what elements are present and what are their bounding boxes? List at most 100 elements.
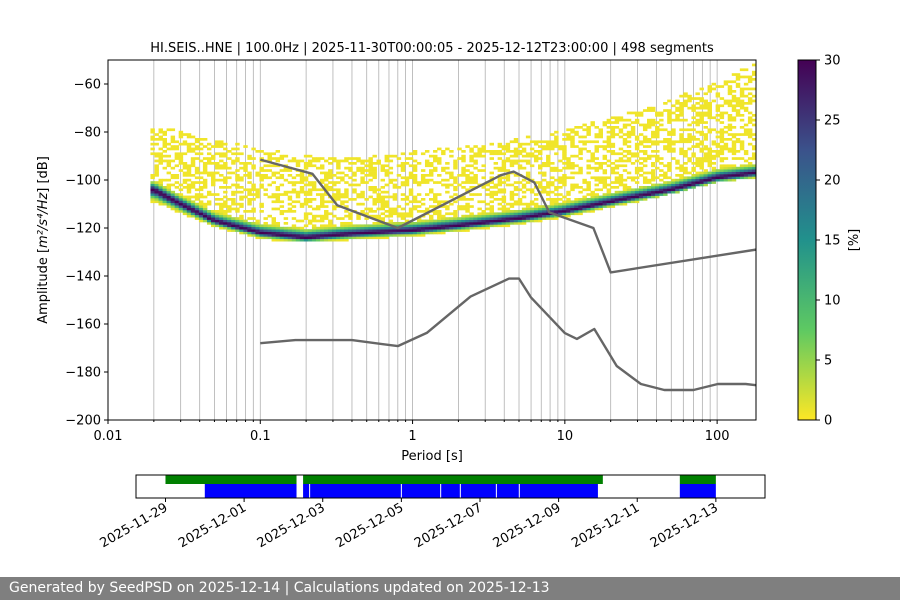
psd-cell: [352, 226, 357, 230]
psd-cell: [255, 219, 260, 223]
psd-cell: [723, 82, 729, 86]
psd-cell: [190, 210, 196, 213]
psd-cell: [683, 99, 688, 103]
psd-cell: [558, 212, 563, 216]
psd-cell: [202, 214, 208, 218]
psd-cell: [562, 162, 567, 165]
psd-cell: [408, 193, 414, 196]
psd-cell: [182, 162, 188, 165]
psd-cell: [469, 176, 474, 180]
psd-cell: [618, 198, 624, 201]
psd-cell: [651, 190, 656, 194]
psd-cell: [465, 229, 470, 232]
psd-cell: [396, 212, 402, 216]
psd-cell: [291, 190, 297, 194]
psd-cell: [388, 210, 394, 213]
psd-cell: [400, 217, 406, 220]
psd-cell: [223, 202, 228, 206]
data-available-bar: [679, 475, 716, 484]
y-axis-label-units: m²/s⁴/Hz: [36, 192, 51, 248]
psd-cell: [356, 169, 361, 172]
psd-cell: [691, 152, 696, 156]
psd-cell: [461, 169, 466, 172]
psd-cell: [727, 90, 733, 93]
psd-cell: [711, 128, 717, 132]
psd-cell: [622, 150, 628, 153]
psd-cell: [606, 176, 612, 180]
psd-cell: [311, 157, 317, 160]
psd-cell: [598, 200, 603, 204]
psd-cell: [247, 181, 252, 184]
psd-cell: [671, 181, 676, 184]
psd-cell: [655, 111, 660, 115]
psd-cell: [223, 210, 228, 213]
psd-cell: [594, 200, 599, 204]
psd-cell: [529, 219, 535, 223]
psd-cell: [469, 224, 474, 228]
psd-cell: [255, 224, 260, 228]
psd-cell: [655, 176, 660, 180]
psd-cell: [731, 169, 737, 172]
psd-cell: [509, 222, 515, 225]
psd-cell: [416, 217, 422, 220]
psd-cell: [154, 164, 159, 168]
psd-cell: [743, 106, 749, 110]
psd-cell: [606, 145, 612, 148]
psd-cell: [404, 224, 410, 228]
psd-cell: [303, 238, 309, 242]
psd-cell: [271, 171, 276, 175]
psd-cell: [647, 154, 652, 158]
psd-cell: [638, 111, 644, 115]
psd-cell: [320, 171, 325, 175]
psd-cell: [324, 226, 329, 230]
psd-cell: [364, 181, 369, 184]
psd-cell: [299, 181, 305, 184]
psd-cell: [501, 195, 507, 199]
psd-cell: [461, 219, 466, 223]
psd-cell: [687, 135, 692, 139]
psd-cell: [598, 207, 603, 211]
psd-cell: [247, 171, 252, 175]
psd-cell: [594, 166, 599, 170]
psd-cell: [251, 147, 256, 151]
psd-cell: [651, 176, 656, 180]
psd-cell: [614, 164, 620, 168]
psd-cell: [622, 169, 628, 172]
psd-cell: [186, 147, 192, 151]
psd-cell: [618, 157, 624, 160]
psd-cell: [243, 224, 248, 228]
psd-cell: [513, 150, 519, 153]
psd-cell: [517, 145, 523, 148]
psd-cell: [219, 174, 224, 177]
psd-cell: [412, 231, 418, 235]
psd-cell: [259, 231, 264, 235]
psd-cell: [158, 186, 163, 189]
psd-cell: [445, 217, 450, 220]
psd-cell: [408, 200, 414, 204]
x-tick-label: 1: [408, 429, 416, 444]
psd-cell: [344, 166, 349, 170]
psd-cell: [416, 222, 422, 225]
psd-cell: [215, 210, 220, 213]
psd-cell: [469, 205, 474, 208]
psd-cell: [618, 176, 624, 180]
psd-cell: [198, 181, 204, 184]
psd-cell: [707, 90, 712, 93]
psd-cell: [360, 210, 365, 213]
psd-cell: [150, 147, 155, 151]
psd-cell: [614, 118, 620, 122]
psd-cell: [691, 106, 696, 110]
psd-cell: [352, 224, 357, 228]
psd-cell: [550, 202, 555, 206]
psd-cell: [562, 176, 567, 180]
psd-cell: [182, 202, 188, 206]
psd-cell: [461, 159, 466, 163]
psd-cell: [606, 190, 612, 194]
psd-cell: [663, 174, 668, 177]
psd-cell: [521, 210, 527, 213]
psd-cell: [433, 200, 438, 204]
psd-cell: [275, 164, 281, 168]
psd-cell: [546, 190, 551, 194]
psd-cell: [529, 164, 535, 168]
psd-cell: [606, 126, 612, 129]
